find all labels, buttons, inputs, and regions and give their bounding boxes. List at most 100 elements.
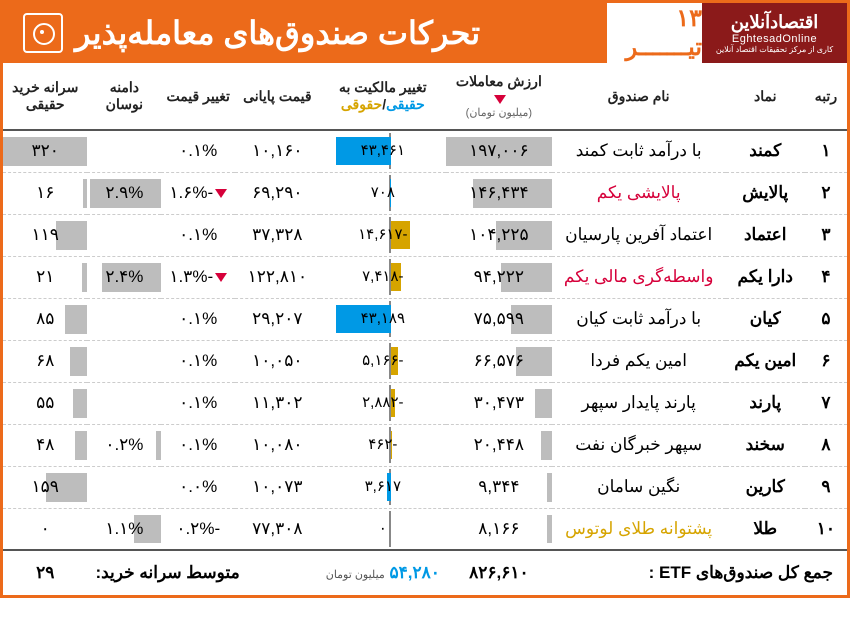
symbol-cell: اعتماد bbox=[726, 214, 805, 256]
ownership-cell: ۷۰۸ bbox=[320, 172, 447, 214]
symbol-cell: سخند bbox=[726, 424, 805, 466]
rank-cell: ۱۰ bbox=[805, 508, 847, 550]
trade-value-cell: ۳۰,۴۷۳ bbox=[446, 382, 552, 424]
range-cell bbox=[87, 466, 161, 508]
change-cell: ۰.۰% bbox=[161, 466, 235, 508]
ownership-cell: -۱۴,۶۱۷ bbox=[320, 214, 447, 256]
name-cell: با درآمد ثابت کیان bbox=[552, 298, 726, 340]
change-cell: ۰.۱% bbox=[161, 214, 235, 256]
trade-value-cell: ۹,۳۴۴ bbox=[446, 466, 552, 508]
change-cell: ۰.۱% bbox=[161, 382, 235, 424]
page-title: تحرکات صندوق‌های معامله‌پذیر bbox=[3, 3, 607, 63]
range-cell: ۲.۹% bbox=[87, 172, 161, 214]
trade-value-cell: ۱۴۶,۴۳۴ bbox=[446, 172, 552, 214]
col-range: دامنه نوسان bbox=[87, 63, 161, 130]
percap-cell: ۱۵۹ bbox=[3, 466, 87, 508]
change-cell: ۰.۱% bbox=[161, 298, 235, 340]
table-row: ۴دارا یکمواسطه‌گری مالی یکم۹۴,۲۲۲-۷,۴۱۸۱… bbox=[3, 256, 847, 298]
sort-desc-icon bbox=[494, 95, 506, 104]
symbol-cell: پارند bbox=[726, 382, 805, 424]
percap-cell: ۱۱۹ bbox=[3, 214, 87, 256]
rank-cell: ۷ bbox=[805, 382, 847, 424]
trade-value-cell: ۱۰۴,۲۲۵ bbox=[446, 214, 552, 256]
totals-percap-avg: ۲۹ bbox=[3, 550, 87, 595]
col-trade-value: ارزش معاملات (میلیون تومان) bbox=[446, 63, 552, 130]
close-cell: ۱۰,۱۶۰ bbox=[235, 130, 319, 172]
close-cell: ۱۲۲,۸۱۰ bbox=[235, 256, 319, 298]
rank-cell: ۶ bbox=[805, 340, 847, 382]
range-cell bbox=[87, 130, 161, 172]
rank-cell: ۴ bbox=[805, 256, 847, 298]
rank-cell: ۸ bbox=[805, 424, 847, 466]
change-cell: -۱.۳% bbox=[161, 256, 235, 298]
ownership-cell: -۵,۱۶۶ bbox=[320, 340, 447, 382]
header: اقتصادآنلاین EghtesadOnline کاری از مرکز… bbox=[3, 3, 847, 63]
ownership-cell: ۴۳,۴۶۱ bbox=[320, 130, 447, 172]
totals-label: جمع کل صندوق‌های ETF : bbox=[552, 550, 847, 595]
range-cell: ۰.۲% bbox=[87, 424, 161, 466]
name-cell: اعتماد آفرین پارسیان bbox=[552, 214, 726, 256]
name-cell: امین یکم فردا bbox=[552, 340, 726, 382]
table-row: ۸سخندسپهر خبرگان نفت۲۰,۴۴۸-۴۶۲۱۰,۰۸۰۰.۱%… bbox=[3, 424, 847, 466]
table-row: ۵کیانبا درآمد ثابت کیان۷۵,۵۹۹۴۳,۱۸۹۲۹,۲۰… bbox=[3, 298, 847, 340]
col-symbol: نماد bbox=[726, 63, 805, 130]
percap-cell: ۵۵ bbox=[3, 382, 87, 424]
ownership-cell: ۴۳,۱۸۹ bbox=[320, 298, 447, 340]
col-ownership: تغییر مالکیت به حقیقی/حقوقی bbox=[320, 63, 447, 130]
range-cell: ۱.۱% bbox=[87, 508, 161, 550]
close-cell: ۲۹,۲۰۷ bbox=[235, 298, 319, 340]
close-cell: ۱۱,۳۰۲ bbox=[235, 382, 319, 424]
percap-cell: ۳۲۰ bbox=[3, 130, 87, 172]
change-cell: ۰.۱% bbox=[161, 340, 235, 382]
col-name: نام صندوق bbox=[552, 63, 726, 130]
name-cell: نگین سامان bbox=[552, 466, 726, 508]
symbol-cell: پالایش bbox=[726, 172, 805, 214]
etf-table: رتبه نماد نام صندوق ارزش معاملات (میلیون… bbox=[3, 63, 847, 595]
percap-cell: ۸۵ bbox=[3, 298, 87, 340]
close-cell: ۶۹,۲۹۰ bbox=[235, 172, 319, 214]
trade-value-cell: ۹۴,۲۲۲ bbox=[446, 256, 552, 298]
table-row: ۹کاریننگین سامان۹,۳۴۴۳,۶۱۷۱۰,۰۷۳۰.۰%۱۵۹ bbox=[3, 466, 847, 508]
brand-logo: اقتصادآنلاین EghtesadOnline کاری از مرکز… bbox=[702, 3, 847, 63]
table-row: ۱۰طلاپشتوانه طلای لوتوس۸,۱۶۶۰۷۷,۳۰۸-۰.۲%… bbox=[3, 508, 847, 550]
col-change: تغییر قیمت bbox=[161, 63, 235, 130]
table-row: ۶امین یکمامین یکم فردا۶۶,۵۷۶-۵,۱۶۶۱۰,۰۵۰… bbox=[3, 340, 847, 382]
close-cell: ۷۷,۳۰۸ bbox=[235, 508, 319, 550]
ownership-cell: ۳,۶۱۷ bbox=[320, 466, 447, 508]
symbol-cell: کارین bbox=[726, 466, 805, 508]
trade-value-cell: ۸,۱۶۶ bbox=[446, 508, 552, 550]
totals-row: جمع کل صندوق‌های ETF : ۸۲۶,۶۱۰ ۵۴,۲۸۰ می… bbox=[3, 550, 847, 595]
range-cell bbox=[87, 382, 161, 424]
ownership-cell: -۲,۸۸۲ bbox=[320, 382, 447, 424]
trade-value-cell: ۶۶,۵۷۶ bbox=[446, 340, 552, 382]
ownership-cell: ۰ bbox=[320, 508, 447, 550]
name-cell: پشتوانه طلای لوتوس bbox=[552, 508, 726, 550]
range-cell bbox=[87, 298, 161, 340]
symbol-cell: کیان bbox=[726, 298, 805, 340]
close-cell: ۳۷,۳۲۸ bbox=[235, 214, 319, 256]
col-percap: سرانه خرید حقیقی bbox=[3, 63, 87, 130]
report-date: ۱۳ تیـــــــر bbox=[607, 3, 702, 63]
range-cell: ۲.۴% bbox=[87, 256, 161, 298]
change-cell: ۰.۱% bbox=[161, 130, 235, 172]
safe-icon bbox=[23, 13, 63, 53]
down-arrow-icon bbox=[215, 273, 227, 282]
totals-trade-sum: ۸۲۶,۶۱۰ bbox=[446, 550, 552, 595]
change-cell: -۱.۶% bbox=[161, 172, 235, 214]
name-cell: سپهر خبرگان نفت bbox=[552, 424, 726, 466]
table-row: ۳اعتماداعتماد آفرین پارسیان۱۰۴,۲۲۵-۱۴,۶۱… bbox=[3, 214, 847, 256]
change-cell: -۰.۲% bbox=[161, 508, 235, 550]
close-cell: ۱۰,۰۸۰ bbox=[235, 424, 319, 466]
rank-cell: ۱ bbox=[805, 130, 847, 172]
rank-cell: ۲ bbox=[805, 172, 847, 214]
name-cell: واسطه‌گری مالی یکم bbox=[552, 256, 726, 298]
name-cell: با درآمد ثابت کمند bbox=[552, 130, 726, 172]
percap-cell: ۶۸ bbox=[3, 340, 87, 382]
change-cell: ۰.۱% bbox=[161, 424, 235, 466]
logo-en: EghtesadOnline bbox=[732, 33, 817, 45]
rank-cell: ۵ bbox=[805, 298, 847, 340]
range-cell bbox=[87, 214, 161, 256]
symbol-cell: کمند bbox=[726, 130, 805, 172]
name-cell: پارند پایدار سپهر bbox=[552, 382, 726, 424]
percap-cell: ۲۱ bbox=[3, 256, 87, 298]
